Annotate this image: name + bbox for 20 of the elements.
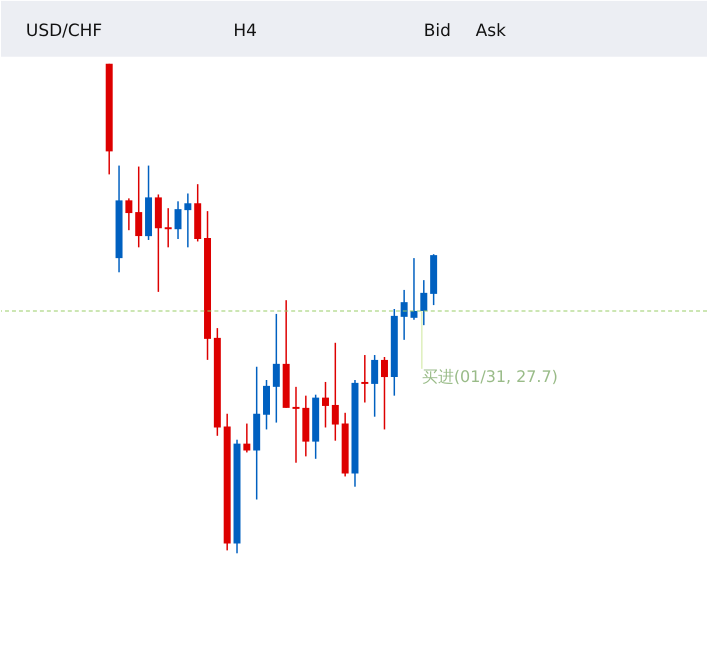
text: Ask (476, 20, 506, 40)
candlestick (400, 289, 408, 341)
candlestick (380, 356, 388, 430)
candlestick (292, 386, 300, 464)
candlestick (184, 192, 192, 248)
text: Bid (424, 20, 451, 40)
candlestick (272, 313, 280, 424)
candlestick (332, 342, 339, 442)
candlestick (243, 422, 250, 454)
candlestick (125, 198, 132, 231)
candlestick (135, 166, 142, 248)
candlestick (420, 279, 428, 326)
chart-title: USD/CHF (26, 20, 102, 40)
candlestick (361, 354, 368, 404)
candlestick (174, 200, 182, 240)
chart-subtitle: H4 (233, 20, 257, 40)
candlestick (410, 257, 418, 321)
annotation: 买进(01/31, 27.7) (422, 366, 558, 386)
candlestick (371, 354, 378, 418)
candlestick (322, 381, 329, 428)
